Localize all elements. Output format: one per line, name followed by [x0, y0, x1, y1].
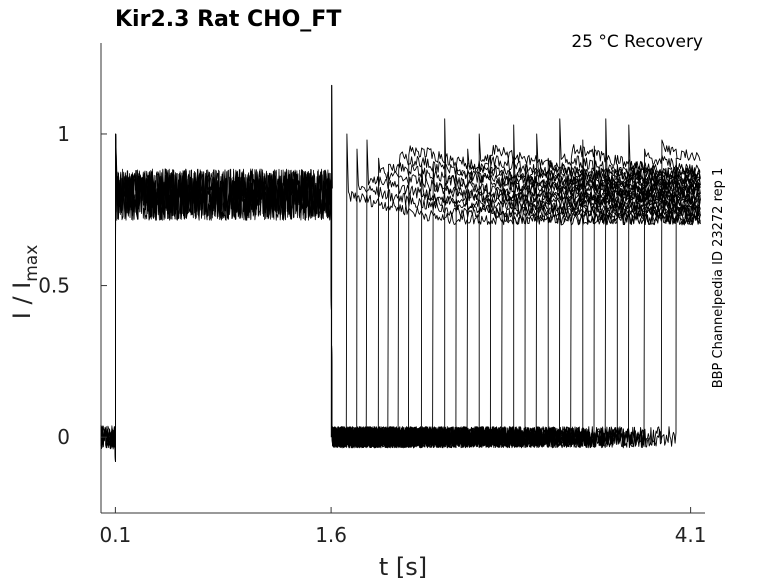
recovery-sweep: [330, 157, 700, 449]
y-axis-label-main: I / I: [8, 282, 36, 320]
x-axis-label: t [s]: [379, 553, 427, 581]
y-ticks: 00.51: [38, 122, 107, 449]
test-pulse-overshoot: [330, 84, 333, 438]
channelpedia-id-note: BBP Channelpedia ID 23272 rep 1: [711, 168, 726, 389]
x-tick-label: 0.1: [99, 523, 131, 547]
x-tick-label: 1.6: [315, 523, 347, 547]
y-tick-label: 0.5: [38, 274, 70, 298]
chart-subtitle: 25 °C Recovery: [571, 32, 703, 52]
y-tick-label: 0: [57, 425, 70, 449]
recovery-sweep: [330, 124, 701, 449]
x-tick-label: 4.1: [675, 523, 707, 547]
y-axis-label-sub: max: [22, 245, 42, 282]
svg-text:I / Imax: I / Imax: [8, 245, 42, 320]
recovery-sweep: [330, 163, 701, 448]
prepulse-trace: [100, 133, 332, 462]
y-tick-label: 1: [57, 122, 70, 146]
x-ticks: 0.1 1.6 4.1: [99, 507, 707, 547]
recovery-sweep: [330, 124, 701, 449]
y-axis-label: I / Imax: [8, 245, 42, 320]
chart-title: Kir2.3 Rat CHO_FT: [115, 7, 341, 32]
current-traces: [100, 84, 701, 462]
plot-area: [100, 43, 705, 514]
